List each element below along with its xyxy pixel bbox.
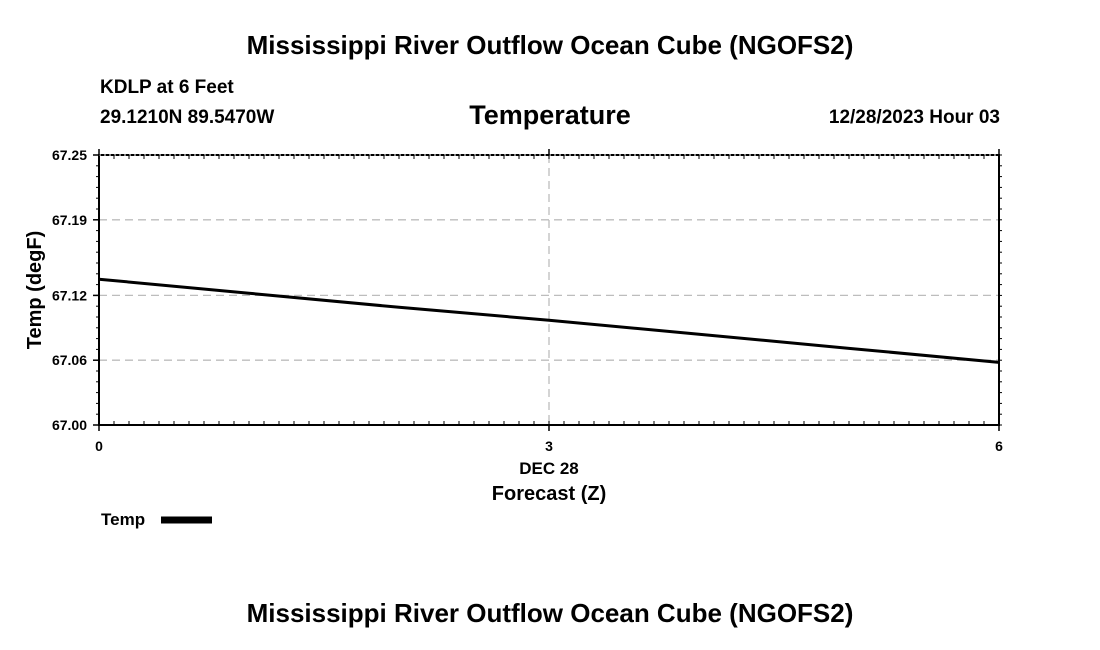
x-tick-label: 3 <box>545 438 553 454</box>
y-tick-label: 67.06 <box>52 352 87 368</box>
legend-label: Temp <box>101 510 145 529</box>
y-tick-label: 67.00 <box>52 417 87 433</box>
y-tick-label: 67.25 <box>52 147 87 163</box>
x-tick-label: 6 <box>995 438 1003 454</box>
x-tick-label: 0 <box>95 438 103 454</box>
legend: Temp <box>101 510 212 529</box>
y-tick-label: 67.19 <box>52 212 87 228</box>
forecast-run-time: 12/28/2023 Hour 03 <box>828 107 1000 128</box>
y-axis-label: Temp (degF) <box>24 231 46 350</box>
footer-title: Mississippi River Outflow Ocean Cube (NG… <box>246 598 854 628</box>
variable-title: Temperature <box>469 100 631 130</box>
series-line-temp <box>98 277 1000 364</box>
grid-layer <box>99 155 999 425</box>
chart-title: Mississippi River Outflow Ocean Cube (NG… <box>246 30 854 60</box>
x-axis-label: Forecast (Z) <box>492 483 606 505</box>
tick-layer: 67.00 67.06 67.12 67.19 67.25 0 3 6 <box>52 147 1003 454</box>
station-label: KDLP at 6 Feet <box>100 77 234 98</box>
x-date-label: DEC 28 <box>519 459 579 478</box>
series-layer <box>98 277 1000 364</box>
station-coordinates: 29.1210N 89.5470W <box>100 107 275 128</box>
y-tick-label: 67.12 <box>52 287 87 303</box>
